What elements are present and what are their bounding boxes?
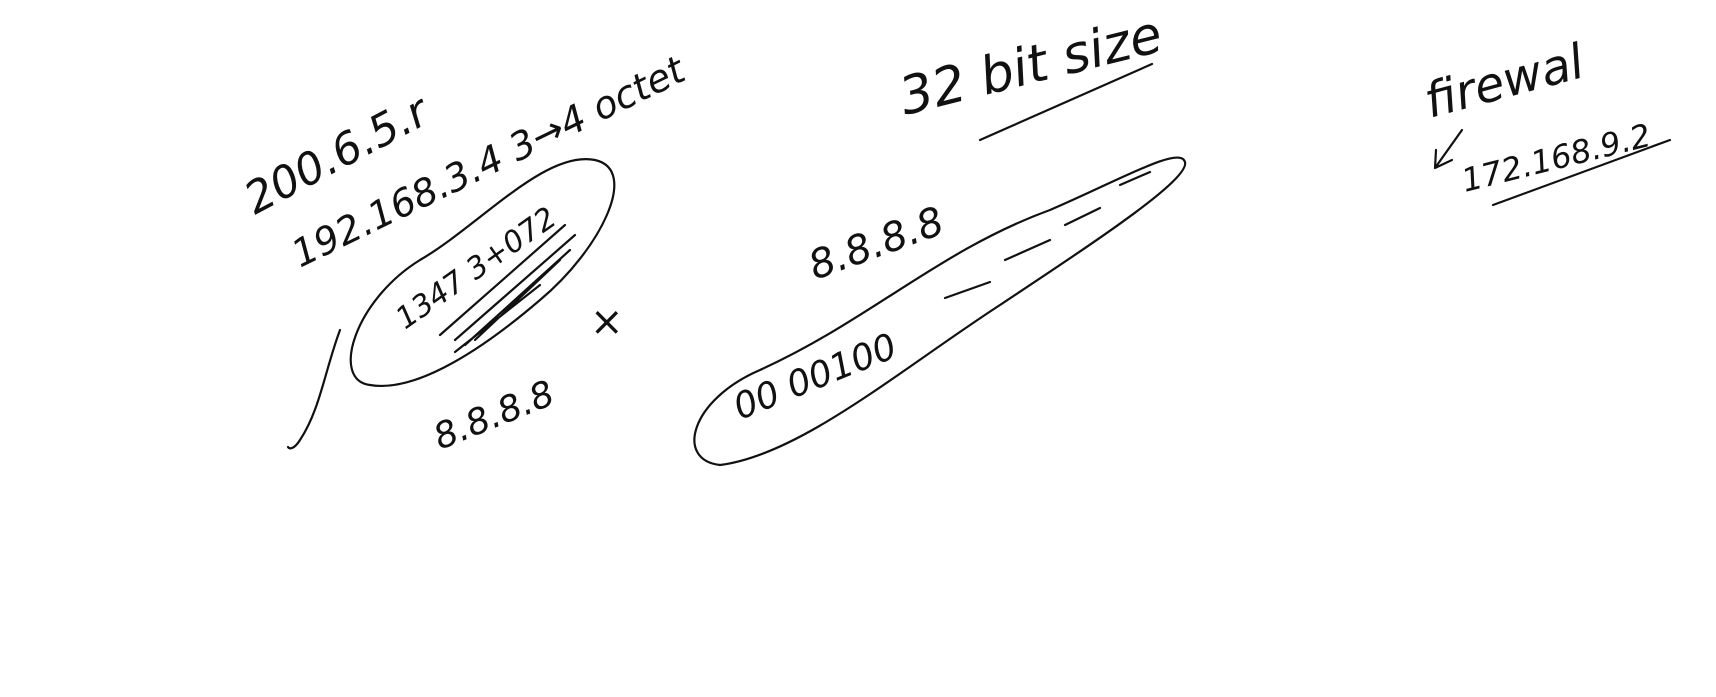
arrow-icon [1433, 128, 1464, 170]
note-ip-172: 172.168.9.2 [1458, 116, 1655, 200]
title-32bit: 32 bit size [894, 5, 1168, 128]
left-oval [349, 158, 616, 387]
binary-dashes [943, 170, 1152, 300]
cross-mark: × [590, 299, 624, 345]
note-firewall: firewal [1419, 33, 1591, 129]
center-oval [693, 156, 1187, 467]
scribble-strokes [438, 223, 577, 354]
left-bracket [286, 328, 342, 450]
title-underline [978, 62, 1154, 142]
note-ip-8888-left: 8.8.8.8 [428, 373, 560, 458]
ip-172-underline [1491, 138, 1672, 207]
note-ip-8888-center: 8.8.8.8 [803, 198, 950, 289]
